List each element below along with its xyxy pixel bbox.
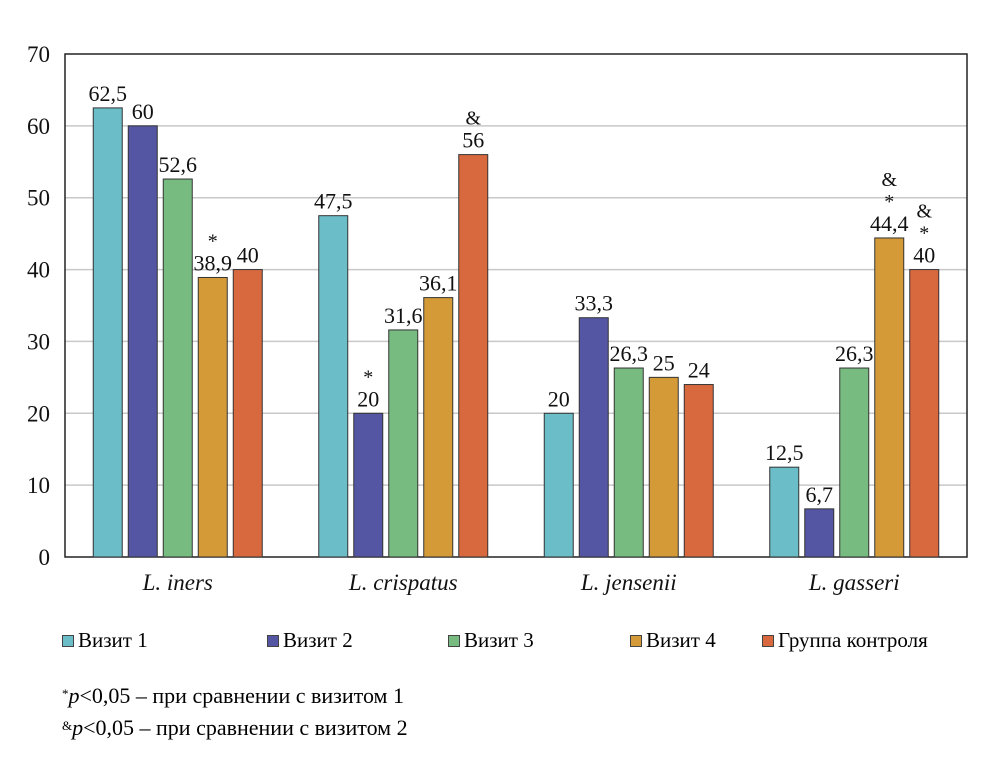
- footnote-text: <0,05 – при сравнении с визитом 2: [83, 715, 408, 740]
- legend-label: Визит 2: [283, 628, 353, 652]
- legend-swatch: [62, 634, 74, 647]
- bar: [804, 508, 835, 558]
- data-label: 24: [688, 358, 710, 383]
- bar: [909, 269, 940, 558]
- data-label: 33,3: [575, 291, 614, 316]
- data-label: 26,3: [610, 341, 649, 366]
- legend-label: Группа контроля: [778, 628, 928, 652]
- footnote-1: *p<0,05 – при сравнении с визитом 1: [62, 680, 408, 712]
- x-category-label: L. crispatus: [348, 570, 458, 595]
- data-label: 40: [237, 243, 259, 268]
- significance-mark: &: [916, 201, 932, 223]
- footnote-symbol: *: [62, 686, 69, 701]
- y-tick-label: 20: [27, 401, 50, 426]
- data-label: 20: [357, 386, 379, 411]
- bar: [613, 367, 644, 558]
- data-label: 52,6: [159, 152, 198, 177]
- data-label: 56: [462, 128, 484, 153]
- bar: [197, 276, 228, 558]
- data-label: 6,7: [806, 482, 834, 507]
- data-label: 36,1: [419, 271, 458, 296]
- significance-mark: &: [881, 169, 897, 191]
- legend-swatch: [762, 634, 774, 647]
- footnote-p: p: [68, 683, 80, 708]
- legend-swatch: [630, 634, 642, 647]
- bar: [648, 376, 679, 558]
- y-tick-label: 50: [27, 186, 50, 211]
- significance-mark: *: [363, 366, 373, 388]
- data-label: 40: [913, 243, 935, 268]
- x-category-label: L. jensenii: [580, 570, 677, 595]
- x-category-label: L. gasseri: [808, 570, 900, 595]
- footnotes: *p<0,05 – при сравнении с визитом 1 &p<0…: [62, 680, 408, 744]
- legend: Визит 1 Визит 2 Визит 3 Визит 4 Группа контр…: [62, 628, 962, 652]
- footnote-2: &p<0,05 – при сравнении с визитом 2: [62, 712, 408, 744]
- bar: [127, 125, 158, 558]
- data-label: 20: [548, 386, 570, 411]
- bar: [578, 317, 609, 558]
- data-label: 47,5: [314, 189, 353, 214]
- bar: [839, 367, 870, 558]
- data-label: 12,5: [765, 440, 804, 465]
- bar: [543, 412, 574, 558]
- bar: [353, 412, 384, 558]
- data-label: 60: [132, 99, 154, 124]
- y-tick-label: 30: [27, 329, 50, 354]
- legend-item: Визит 4: [630, 628, 716, 653]
- data-label: 62,5: [89, 81, 128, 106]
- x-category-label: L. iners: [142, 570, 213, 595]
- legend-item: Визит 2: [267, 628, 353, 653]
- significance-mark: &: [465, 108, 481, 130]
- significance-mark: *: [919, 223, 929, 245]
- bar: [388, 329, 419, 558]
- significance-mark: *: [884, 191, 894, 213]
- legend-label: Визит 1: [78, 628, 148, 652]
- data-label: 31,6: [384, 303, 423, 328]
- legend-item: Визит 1: [62, 628, 148, 653]
- bar: [458, 154, 489, 558]
- footnote-text: <0,05 – при сравнении с визитом 1: [79, 683, 404, 708]
- legend-swatch: [448, 634, 460, 647]
- y-tick-label: 10: [27, 473, 50, 498]
- data-label: 38,9: [194, 250, 233, 275]
- bar: [423, 297, 454, 558]
- legend-label: Визит 4: [646, 628, 716, 652]
- bar: [162, 178, 193, 558]
- y-tick-label: 40: [27, 258, 50, 283]
- footnote-p: p: [72, 715, 84, 740]
- data-label: 44,4: [870, 211, 909, 236]
- bar: [318, 215, 349, 558]
- bar: [683, 384, 714, 558]
- data-label: 26,3: [835, 341, 874, 366]
- legend-item: Группа контроля: [762, 628, 928, 653]
- plot-frame: [64, 53, 968, 558]
- bar: [92, 107, 123, 558]
- data-label: 25: [653, 350, 675, 375]
- bar: [874, 237, 905, 558]
- bar: [232, 269, 263, 558]
- legend-item: Визит 3: [448, 628, 534, 653]
- y-tick-label: 60: [27, 114, 50, 139]
- y-tick-label: 0: [39, 545, 51, 570]
- footnote-symbol: &: [62, 718, 73, 733]
- bar: [769, 466, 800, 558]
- significance-mark: *: [208, 230, 218, 252]
- legend-label: Визит 3: [464, 628, 534, 652]
- y-tick-label: 70: [27, 42, 50, 67]
- legend-swatch: [267, 634, 279, 647]
